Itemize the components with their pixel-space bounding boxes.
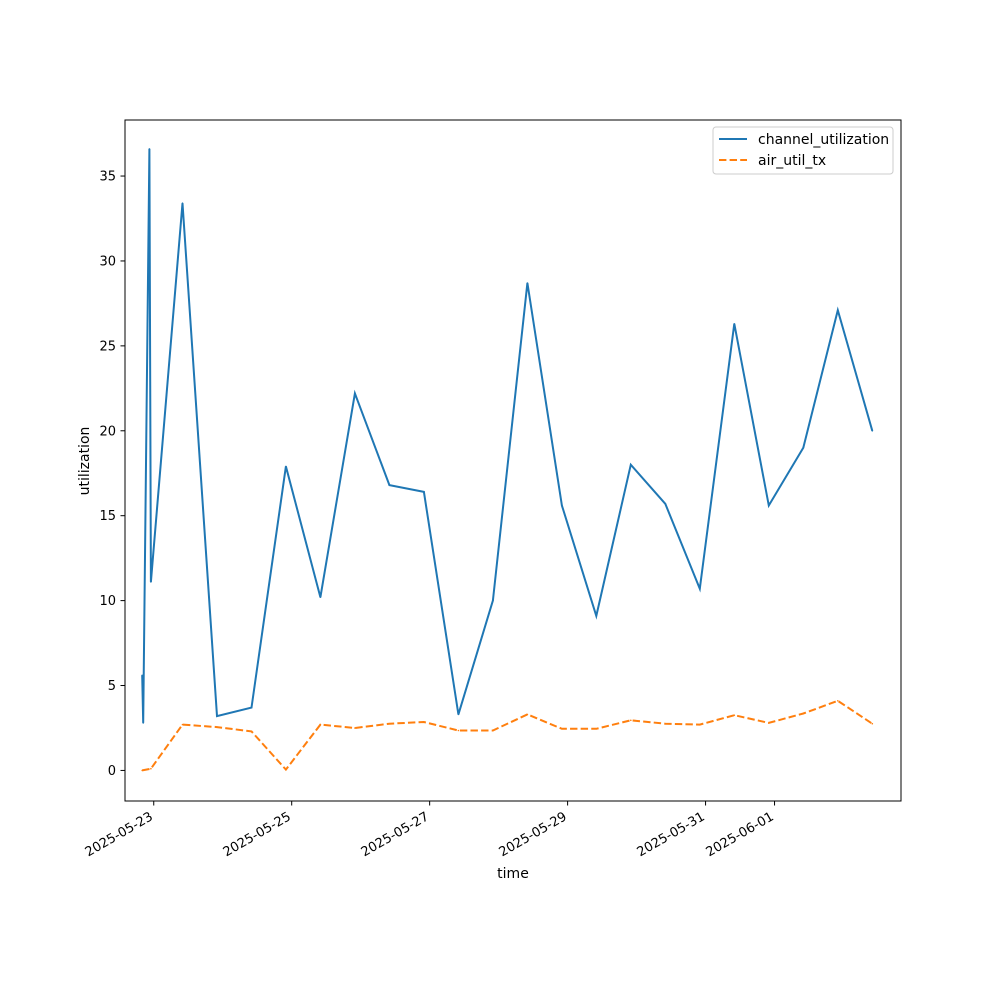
data-point-channel-utilization-24	[871, 430, 874, 432]
data-point-air-util-tx-7	[354, 727, 356, 729]
series-layer	[141, 148, 874, 772]
data-point-channel-utilization-17	[630, 463, 632, 466]
data-point-air-util-tx-4	[250, 730, 253, 733]
data-point-air-util-tx-2	[181, 723, 184, 726]
data-point-air-util-tx-12	[526, 713, 529, 716]
data-point-channel-utilization-1	[142, 722, 144, 724]
data-point-air-util-tx-10	[457, 729, 460, 732]
data-point-air-util-tx-9	[423, 721, 425, 723]
data-point-channel-utilization-20	[733, 323, 736, 325]
data-point-channel-utilization-5	[216, 715, 218, 717]
y-tick-label: 20	[99, 424, 116, 439]
data-point-air-util-tx-20	[802, 712, 805, 715]
data-point-channel-utilization-18	[664, 503, 667, 505]
data-point-channel-utilization-15	[561, 504, 563, 507]
y-axis: 0 5 10 15 20 25 30 35	[99, 170, 125, 779]
data-point-air-util-tx-14	[595, 728, 598, 730]
legend-label-air-util-tx: air_util_tx	[758, 153, 826, 169]
data-point-air-util-tx-18	[733, 714, 736, 716]
data-point-air-util-tx-8	[388, 722, 391, 725]
legend-label-channel-utilization: channel_utilization	[758, 132, 889, 148]
data-point-channel-utilization-12	[457, 713, 460, 716]
data-point-channel-utilization-13	[492, 599, 494, 602]
data-point-channel-utilization-16	[595, 615, 598, 617]
data-point-channel-utilization-3	[150, 581, 152, 583]
data-point-channel-utilization-6	[250, 706, 253, 709]
data-point-channel-utilization-4	[181, 202, 184, 204]
data-point-air-util-tx-21	[837, 700, 839, 702]
data-point-channel-utilization-2	[148, 148, 151, 150]
data-point-air-util-tx-17	[699, 723, 701, 726]
data-point-air-util-tx-0	[141, 769, 143, 772]
legend-box	[712, 126, 894, 175]
data-point-channel-utilization-23	[837, 309, 839, 312]
y-tick-label: 15	[99, 509, 116, 524]
data-point-channel-utilization-7	[285, 465, 287, 468]
data-point-air-util-tx-6	[319, 723, 322, 726]
legend: channel_utilization air_util_tx	[712, 126, 894, 175]
data-point-air-util-tx-3	[216, 726, 218, 728]
plot-frame	[124, 119, 902, 802]
data-point-channel-utilization-14	[526, 282, 529, 284]
y-tick-label: 30	[99, 254, 116, 269]
data-point-air-util-tx-1	[150, 767, 152, 770]
y-axis-label: utilization	[77, 427, 93, 496]
y-tick-label: 5	[108, 679, 116, 694]
data-point-air-util-tx-19	[768, 722, 770, 724]
data-point-channel-utilization-22	[802, 447, 805, 449]
data-point-channel-utilization-10	[388, 484, 391, 486]
data-point-air-util-tx-13	[561, 728, 563, 730]
y-tick-label: 25	[99, 339, 116, 354]
data-point-channel-utilization-11	[423, 491, 425, 493]
y-tick-label: 10	[99, 594, 116, 609]
data-point-air-util-tx-5	[285, 768, 287, 771]
data-point-channel-utilization-19	[699, 587, 701, 590]
data-point-channel-utilization-9	[354, 392, 356, 395]
y-tick-label: 0	[108, 764, 116, 779]
data-point-air-util-tx-16	[664, 722, 667, 725]
y-tick-label: 35	[99, 170, 116, 185]
data-point-channel-utilization-0	[141, 674, 143, 677]
data-point-air-util-tx-22	[871, 722, 874, 725]
data-point-channel-utilization-21	[768, 504, 770, 507]
data-point-channel-utilization-8	[319, 596, 322, 598]
data-point-air-util-tx-15	[630, 719, 632, 722]
x-axis-label: time	[497, 866, 529, 882]
data-point-air-util-tx-11	[492, 729, 494, 732]
